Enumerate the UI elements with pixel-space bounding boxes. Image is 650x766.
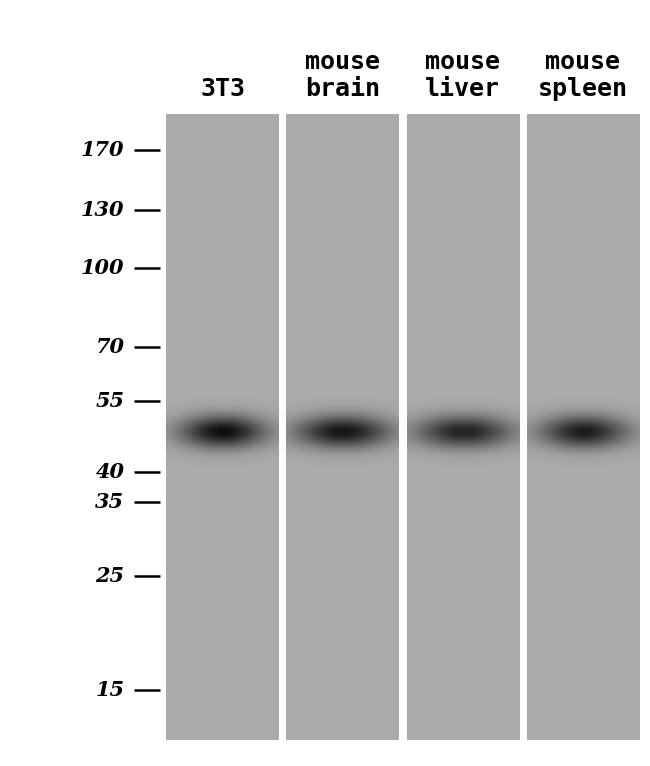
Text: 25: 25 — [96, 566, 124, 587]
Text: 15: 15 — [96, 680, 124, 700]
Text: 3T3: 3T3 — [200, 77, 245, 101]
Text: 130: 130 — [81, 200, 124, 220]
Text: 35: 35 — [96, 492, 124, 512]
Text: mouse
spleen: mouse spleen — [538, 50, 628, 101]
Text: 40: 40 — [96, 462, 124, 482]
Text: 170: 170 — [81, 140, 124, 160]
Text: 55: 55 — [96, 391, 124, 411]
Text: 70: 70 — [96, 338, 124, 358]
Text: mouse
liver: mouse liver — [425, 50, 500, 101]
Text: mouse
brain: mouse brain — [305, 50, 380, 101]
Text: 100: 100 — [81, 258, 124, 278]
